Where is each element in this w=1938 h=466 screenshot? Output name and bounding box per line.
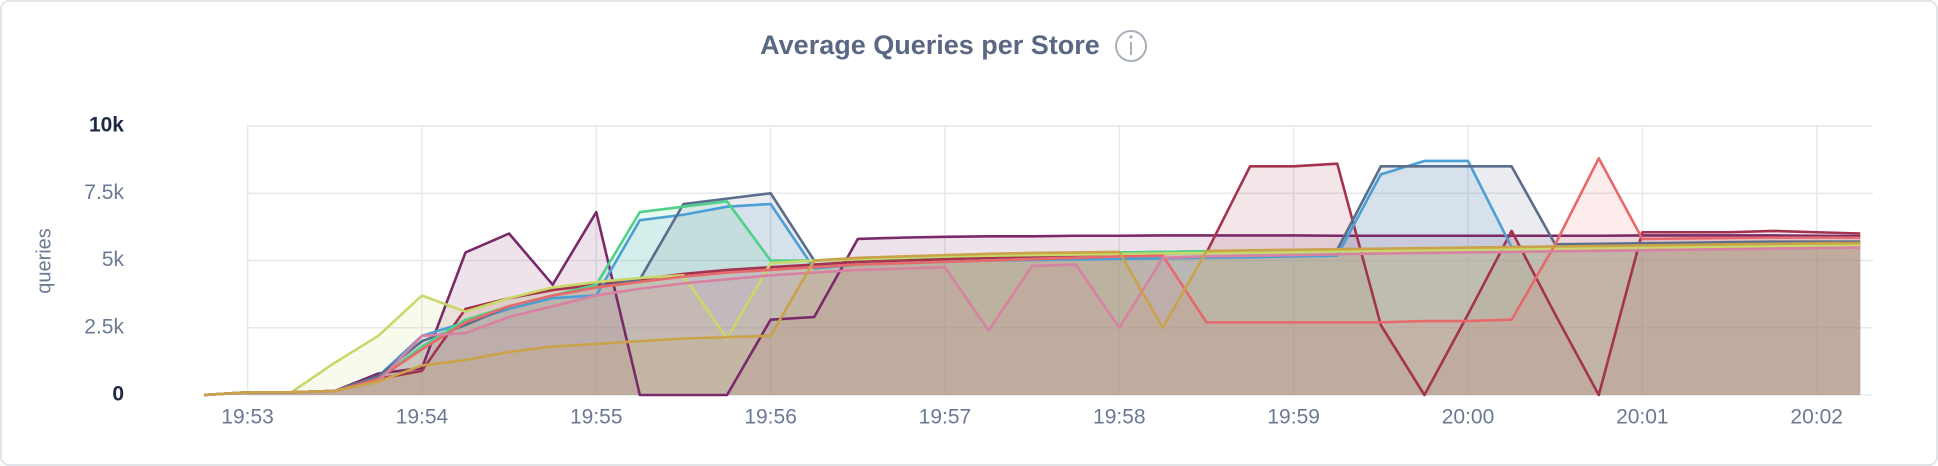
line [203,246,1861,397]
x-tick-label: 19:59 [1267,406,1320,429]
area [204,247,1861,395]
line [203,162,1861,397]
x-tick-label: 19:56 [744,406,797,429]
line [203,210,1861,397]
area [204,163,1861,395]
y-tick-label: 10k [89,114,124,137]
area [204,212,1861,395]
x-tick-label: 20:00 [1442,406,1495,429]
y-tick-label: 2.5k [84,315,124,338]
line [203,243,1861,397]
info-icon[interactable] [1115,30,1147,62]
lines [203,156,1861,397]
x-tick-label: 20:01 [1616,406,1669,429]
chart-title: Average Queries per Store [760,30,1100,60]
y-tick-label: 7.5k [84,181,124,204]
area [204,166,1861,395]
line [203,156,1861,397]
x-tick-label: 19:58 [1093,406,1146,429]
y-tick-label: 5k [102,248,125,271]
y-tick-label: 0 [112,383,124,406]
x-tick-label: 19:54 [396,406,449,429]
area [204,158,1861,395]
line [203,241,1861,397]
x-tick-label: 19:55 [570,406,623,429]
area [204,160,1861,395]
info-dot[interactable] [1129,35,1133,39]
x-tick-label: 19:57 [919,406,972,429]
x-tick-label: 20:02 [1790,406,1843,429]
info-circle[interactable] [1115,30,1147,62]
x-tick-label: 19:53 [221,406,274,429]
y-axis-label: queries [33,228,55,294]
